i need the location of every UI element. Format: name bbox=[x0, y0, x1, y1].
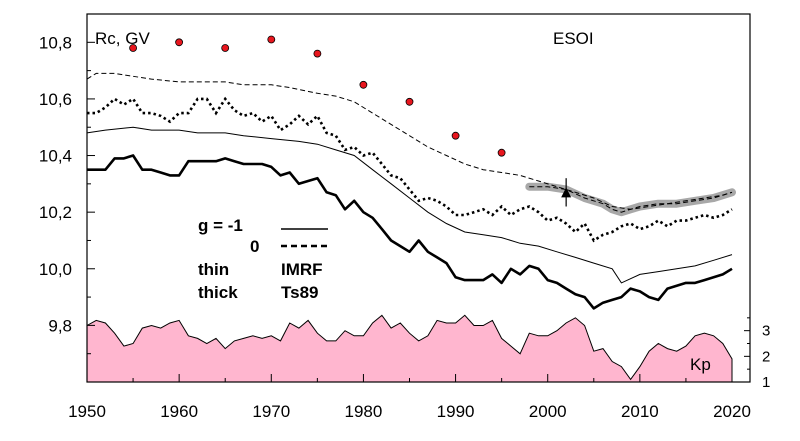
y-tick-label: 10,0 bbox=[39, 260, 72, 279]
x-tick-label: 1950 bbox=[68, 402, 106, 421]
legend-thin: thin bbox=[198, 260, 229, 279]
data-point bbox=[313, 49, 322, 58]
plot-frame bbox=[86, 13, 751, 383]
series-solid-thin bbox=[86, 126, 733, 284]
y-tick-label: 9,8 bbox=[48, 316, 72, 335]
triangle-marker bbox=[561, 187, 572, 198]
data-point bbox=[405, 97, 414, 106]
x-tick-label: 1960 bbox=[160, 402, 198, 421]
y-tick-label: 10,4 bbox=[39, 147, 72, 166]
legend-imrf: IMRF bbox=[281, 260, 323, 279]
data-point bbox=[497, 148, 506, 157]
series-dashed-thin bbox=[86, 72, 733, 210]
data-point bbox=[267, 35, 276, 44]
y-axis-label: Rc, GV bbox=[95, 29, 150, 48]
legend-box: g = -1 0 thin thick IMRF Ts89 bbox=[198, 216, 328, 302]
points-layer bbox=[129, 35, 572, 207]
tick-labels: 1950 1960 1970 1980 1990 2000 2010 2020 9,8 10,0 1… bbox=[39, 13, 770, 421]
y-tick-label: 10,6 bbox=[39, 90, 72, 109]
data-point bbox=[359, 80, 368, 89]
data-point bbox=[129, 44, 138, 52]
legend-g-zero: 0 bbox=[250, 237, 259, 256]
kp-tick-label: 1 bbox=[762, 374, 770, 391]
series-layer bbox=[86, 72, 736, 310]
kp-tick-label: 3 bbox=[762, 323, 770, 340]
station-label: ESOI bbox=[553, 29, 594, 48]
data-point bbox=[221, 44, 230, 52]
kp-label: Kp bbox=[690, 355, 711, 374]
x-tick-label: 1980 bbox=[345, 402, 383, 421]
x-tick-label: 2020 bbox=[713, 402, 751, 421]
x-tick-label: 1970 bbox=[252, 402, 290, 421]
series-dotted-thick bbox=[87, 96, 733, 243]
x-tick-label: 2000 bbox=[529, 402, 567, 421]
y-tick-label: 10,8 bbox=[39, 33, 72, 52]
legend-thick: thick bbox=[198, 283, 238, 302]
data-point bbox=[175, 38, 184, 47]
series-band-centerline bbox=[529, 186, 733, 213]
data-point bbox=[451, 131, 460, 140]
y-tick-label: 10,2 bbox=[39, 203, 72, 222]
kp-area bbox=[86, 314, 733, 383]
legend-g-neg1: g = -1 bbox=[198, 216, 243, 235]
x-tick-label: 1990 bbox=[437, 402, 475, 421]
kp-tick-label: 2 bbox=[762, 348, 770, 365]
kp-area-layer bbox=[86, 314, 733, 383]
plot-border bbox=[86, 13, 751, 383]
x-tick-label: 2010 bbox=[621, 402, 659, 421]
series-solid-thick bbox=[87, 154, 733, 310]
legend-ts89: Ts89 bbox=[281, 283, 319, 302]
